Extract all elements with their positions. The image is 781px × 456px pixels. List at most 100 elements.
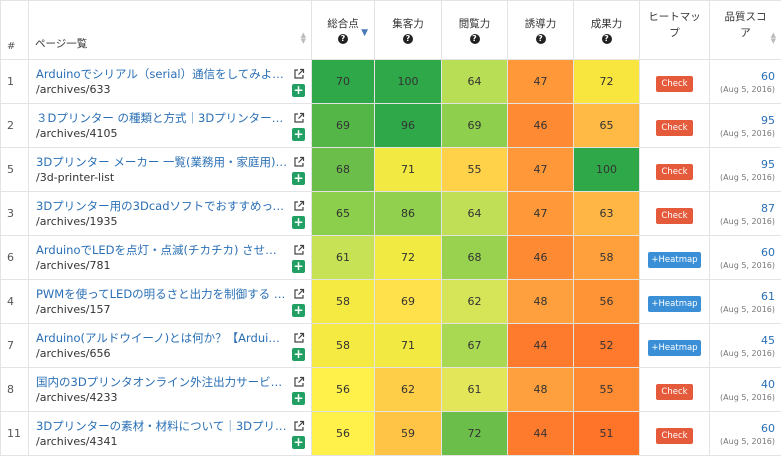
check-button[interactable]: Check <box>656 428 692 444</box>
guide-score: 47 <box>508 192 574 236</box>
help-icon[interactable]: ? <box>403 34 413 44</box>
heatmap-cell: Check <box>640 60 710 104</box>
help-icon[interactable]: ? <box>602 34 612 44</box>
header-total[interactable]: 総合点? ▼ <box>312 1 375 60</box>
page-cell: 国内の3Dプリンタオンライン外注出力サービス… /archives/4233 + <box>29 368 312 412</box>
browse-score: 69 <box>442 104 508 148</box>
header-page[interactable]: ページ一覧 ▲▼ <box>29 1 312 60</box>
page-path: /archives/4105 <box>36 126 287 142</box>
total-score: 58 <box>312 280 375 324</box>
browse-score: 64 <box>442 60 508 104</box>
page-path: /archives/633 <box>36 82 287 98</box>
quality-score-link[interactable]: 95 <box>710 113 775 128</box>
add-button[interactable]: + <box>292 348 305 361</box>
check-button[interactable]: Check <box>656 208 692 224</box>
add-button[interactable]: + <box>292 172 305 185</box>
row-number: 11 <box>1 412 29 456</box>
check-button[interactable]: Check <box>656 120 692 136</box>
external-link-icon[interactable] <box>293 285 305 297</box>
add-button[interactable]: + <box>292 128 305 141</box>
result-score: 65 <box>574 104 640 148</box>
external-link-icon[interactable] <box>293 373 305 385</box>
page-path: /3d-printer-list <box>36 170 287 186</box>
check-button[interactable]: Check <box>656 384 692 400</box>
quality-score-link[interactable]: 87 <box>710 201 775 216</box>
add-button[interactable]: + <box>292 260 305 273</box>
total-score: 58 <box>312 324 375 368</box>
external-link-icon[interactable] <box>293 417 305 429</box>
total-score: 56 <box>312 412 375 456</box>
heatmap-button[interactable]: +Heatmap <box>648 296 700 312</box>
quality-score-link[interactable]: 95 <box>710 157 775 172</box>
page-title-link[interactable]: Arduinoでシリアル（serial）通信をしてみよう｜… <box>36 66 287 82</box>
external-link-icon[interactable] <box>293 65 305 77</box>
external-link-icon[interactable] <box>293 153 305 165</box>
page-title-link[interactable]: 3Dプリンター用の3Dcadソフトでおすすめって… <box>36 198 287 214</box>
quality-date: (Aug 5, 2016) <box>710 304 775 315</box>
header-heatmap[interactable]: ヒートマップ <box>640 1 710 60</box>
page-cell: 3Dプリンター用の3Dcadソフトでおすすめって… /archives/1935… <box>29 192 312 236</box>
total-score: 65 <box>312 192 375 236</box>
page-title-link[interactable]: PWMを使ってLEDの明るさと出力を制御する ～… <box>36 286 287 302</box>
add-button[interactable]: + <box>292 304 305 317</box>
heatmap-cell: +Heatmap <box>640 280 710 324</box>
quality-score-link[interactable]: 60 <box>710 69 775 84</box>
add-button[interactable]: + <box>292 392 305 405</box>
header-num[interactable]: # <box>1 1 29 60</box>
quality-date: (Aug 5, 2016) <box>710 84 775 95</box>
quality-cell: 60 (Aug 5, 2016) <box>710 412 781 456</box>
page-title-link[interactable]: ３Dプリンター の種類と方式｜3Dプリンターの… <box>36 110 287 126</box>
guide-score: 47 <box>508 148 574 192</box>
row-number: 2 <box>1 104 29 148</box>
total-score: 70 <box>312 60 375 104</box>
heatmap-button[interactable]: +Heatmap <box>648 252 700 268</box>
heatmap-button[interactable]: +Heatmap <box>648 340 700 356</box>
external-link-icon[interactable] <box>293 329 305 341</box>
row-number: 1 <box>1 60 29 104</box>
page-cell: Arduinoでシリアル（serial）通信をしてみよう｜… /archives… <box>29 60 312 104</box>
table-row: 5 3Dプリンター メーカー 一覧(業務用・家庭用)｜… /3d-printer… <box>1 148 781 192</box>
quality-score-link[interactable]: 40 <box>710 377 775 392</box>
add-button[interactable]: + <box>292 216 305 229</box>
quality-date: (Aug 5, 2016) <box>710 260 775 271</box>
attract-score: 71 <box>375 148 442 192</box>
header-browse[interactable]: 閲覧力? <box>442 1 508 60</box>
header-guide[interactable]: 誘導力? <box>508 1 574 60</box>
external-link-icon[interactable] <box>293 197 305 209</box>
page-title-link[interactable]: 国内の3Dプリンタオンライン外注出力サービス… <box>36 374 287 390</box>
external-link-icon[interactable] <box>293 241 305 253</box>
browse-score: 67 <box>442 324 508 368</box>
quality-score-link[interactable]: 60 <box>710 245 775 260</box>
quality-score-link[interactable]: 61 <box>710 289 775 304</box>
attract-score: 86 <box>375 192 442 236</box>
page-title-link[interactable]: 3Dプリンターの素材・材料について｜3Dプリ… <box>36 418 287 434</box>
help-icon[interactable]: ? <box>338 34 348 44</box>
page-title-link[interactable]: 3Dプリンター メーカー 一覧(業務用・家庭用)｜… <box>36 154 287 170</box>
header-quality[interactable]: 品質スコア ▲▼ <box>710 1 781 60</box>
result-score: 52 <box>574 324 640 368</box>
quality-score-link[interactable]: 60 <box>710 421 775 436</box>
check-button[interactable]: Check <box>656 76 692 92</box>
page-path: /archives/4233 <box>36 390 287 406</box>
help-icon[interactable]: ? <box>536 34 546 44</box>
row-number: 3 <box>1 192 29 236</box>
external-link-icon[interactable] <box>293 109 305 121</box>
quality-score-link[interactable]: 45 <box>710 333 775 348</box>
page-cell: 3Dプリンター メーカー 一覧(業務用・家庭用)｜… /3d-printer-l… <box>29 148 312 192</box>
page-title-link[interactable]: ArduinoでLEDを点灯・点滅(チカチカ) させる… <box>36 242 287 258</box>
add-button[interactable]: + <box>292 84 305 97</box>
page-path: /archives/656 <box>36 346 287 362</box>
heatmap-cell: Check <box>640 148 710 192</box>
add-button[interactable]: + <box>292 436 305 449</box>
check-button[interactable]: Check <box>656 164 692 180</box>
page-path: /archives/1935 <box>36 214 287 230</box>
attract-score: 72 <box>375 236 442 280</box>
quality-cell: 61 (Aug 5, 2016) <box>710 280 781 324</box>
browse-score: 72 <box>442 412 508 456</box>
help-icon[interactable]: ? <box>470 34 480 44</box>
header-result[interactable]: 成果力? <box>574 1 640 60</box>
heatmap-cell: Check <box>640 412 710 456</box>
heatmap-cell: +Heatmap <box>640 324 710 368</box>
header-attract[interactable]: 集客力? <box>375 1 442 60</box>
page-title-link[interactable]: Arduino(アルドウイーノ)とは何か？【Arduino… <box>36 330 287 346</box>
